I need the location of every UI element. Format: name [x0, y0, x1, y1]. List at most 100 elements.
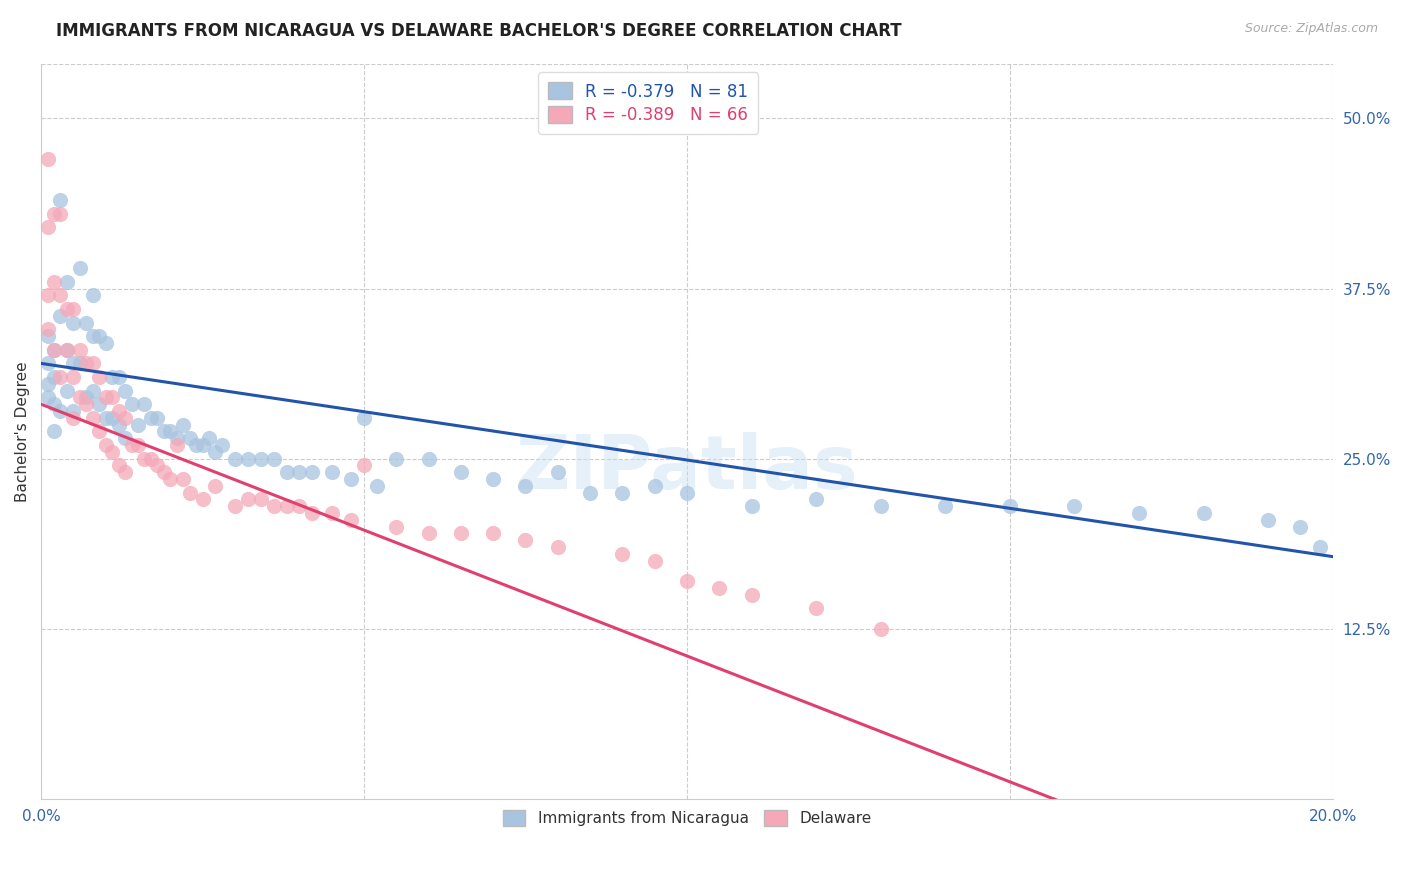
Point — [204, 479, 226, 493]
Point — [37, 288, 59, 302]
Point — [75, 391, 97, 405]
Point — [82, 410, 104, 425]
Point — [418, 451, 440, 466]
Point — [1192, 506, 1215, 520]
Point — [1289, 519, 1312, 533]
Point — [75, 316, 97, 330]
Point — [482, 526, 505, 541]
Point — [56, 343, 79, 357]
Point — [741, 500, 763, 514]
Point — [385, 519, 408, 533]
Point — [62, 370, 84, 384]
Point — [69, 391, 91, 405]
Point — [139, 451, 162, 466]
Point — [249, 492, 271, 507]
Point — [37, 376, 59, 391]
Point — [869, 500, 891, 514]
Point — [42, 207, 65, 221]
Point — [37, 329, 59, 343]
Point — [418, 526, 440, 541]
Point — [198, 431, 221, 445]
Point — [1128, 506, 1150, 520]
Point — [321, 465, 343, 479]
Point — [709, 581, 731, 595]
Point — [49, 309, 72, 323]
Point — [340, 513, 363, 527]
Point — [804, 601, 827, 615]
Text: ZIPatlas: ZIPatlas — [516, 432, 858, 505]
Point — [49, 404, 72, 418]
Point — [236, 451, 259, 466]
Point — [114, 465, 136, 479]
Point — [366, 479, 388, 493]
Point — [515, 479, 537, 493]
Point — [89, 397, 111, 411]
Point — [121, 397, 143, 411]
Point — [146, 410, 169, 425]
Point — [69, 356, 91, 370]
Point — [127, 438, 149, 452]
Point — [107, 370, 129, 384]
Point — [179, 485, 201, 500]
Point — [101, 410, 124, 425]
Point — [94, 410, 117, 425]
Point — [121, 438, 143, 452]
Point — [741, 588, 763, 602]
Point — [153, 465, 176, 479]
Point — [276, 465, 298, 479]
Point — [1257, 513, 1279, 527]
Point — [42, 425, 65, 439]
Point — [153, 425, 176, 439]
Point — [184, 438, 207, 452]
Point — [62, 410, 84, 425]
Point — [101, 370, 124, 384]
Point — [288, 500, 311, 514]
Text: Source: ZipAtlas.com: Source: ZipAtlas.com — [1244, 22, 1378, 36]
Point — [107, 417, 129, 432]
Point — [56, 301, 79, 316]
Point — [353, 410, 375, 425]
Point — [37, 220, 59, 235]
Point — [62, 404, 84, 418]
Point — [676, 485, 699, 500]
Point — [62, 301, 84, 316]
Point — [450, 526, 472, 541]
Point — [450, 465, 472, 479]
Point — [56, 343, 79, 357]
Point — [134, 397, 156, 411]
Point — [547, 540, 569, 554]
Point — [1063, 500, 1085, 514]
Point — [94, 336, 117, 351]
Point — [42, 397, 65, 411]
Point — [89, 425, 111, 439]
Point — [69, 343, 91, 357]
Point — [62, 316, 84, 330]
Point — [249, 451, 271, 466]
Point — [89, 329, 111, 343]
Point — [69, 261, 91, 276]
Point — [134, 451, 156, 466]
Point — [114, 431, 136, 445]
Point — [127, 417, 149, 432]
Point — [146, 458, 169, 473]
Point — [101, 391, 124, 405]
Point — [276, 500, 298, 514]
Legend: Immigrants from Nicaragua, Delaware: Immigrants from Nicaragua, Delaware — [494, 801, 880, 835]
Point — [89, 370, 111, 384]
Point — [82, 329, 104, 343]
Point — [82, 288, 104, 302]
Point — [82, 356, 104, 370]
Point — [159, 425, 181, 439]
Point — [612, 547, 634, 561]
Point — [644, 479, 666, 493]
Point — [301, 506, 323, 520]
Point — [56, 384, 79, 398]
Point — [166, 438, 188, 452]
Point — [114, 410, 136, 425]
Point — [172, 472, 194, 486]
Point — [114, 384, 136, 398]
Point — [139, 410, 162, 425]
Point — [579, 485, 602, 500]
Text: IMMIGRANTS FROM NICARAGUA VS DELAWARE BACHELOR'S DEGREE CORRELATION CHART: IMMIGRANTS FROM NICARAGUA VS DELAWARE BA… — [56, 22, 901, 40]
Point — [49, 370, 72, 384]
